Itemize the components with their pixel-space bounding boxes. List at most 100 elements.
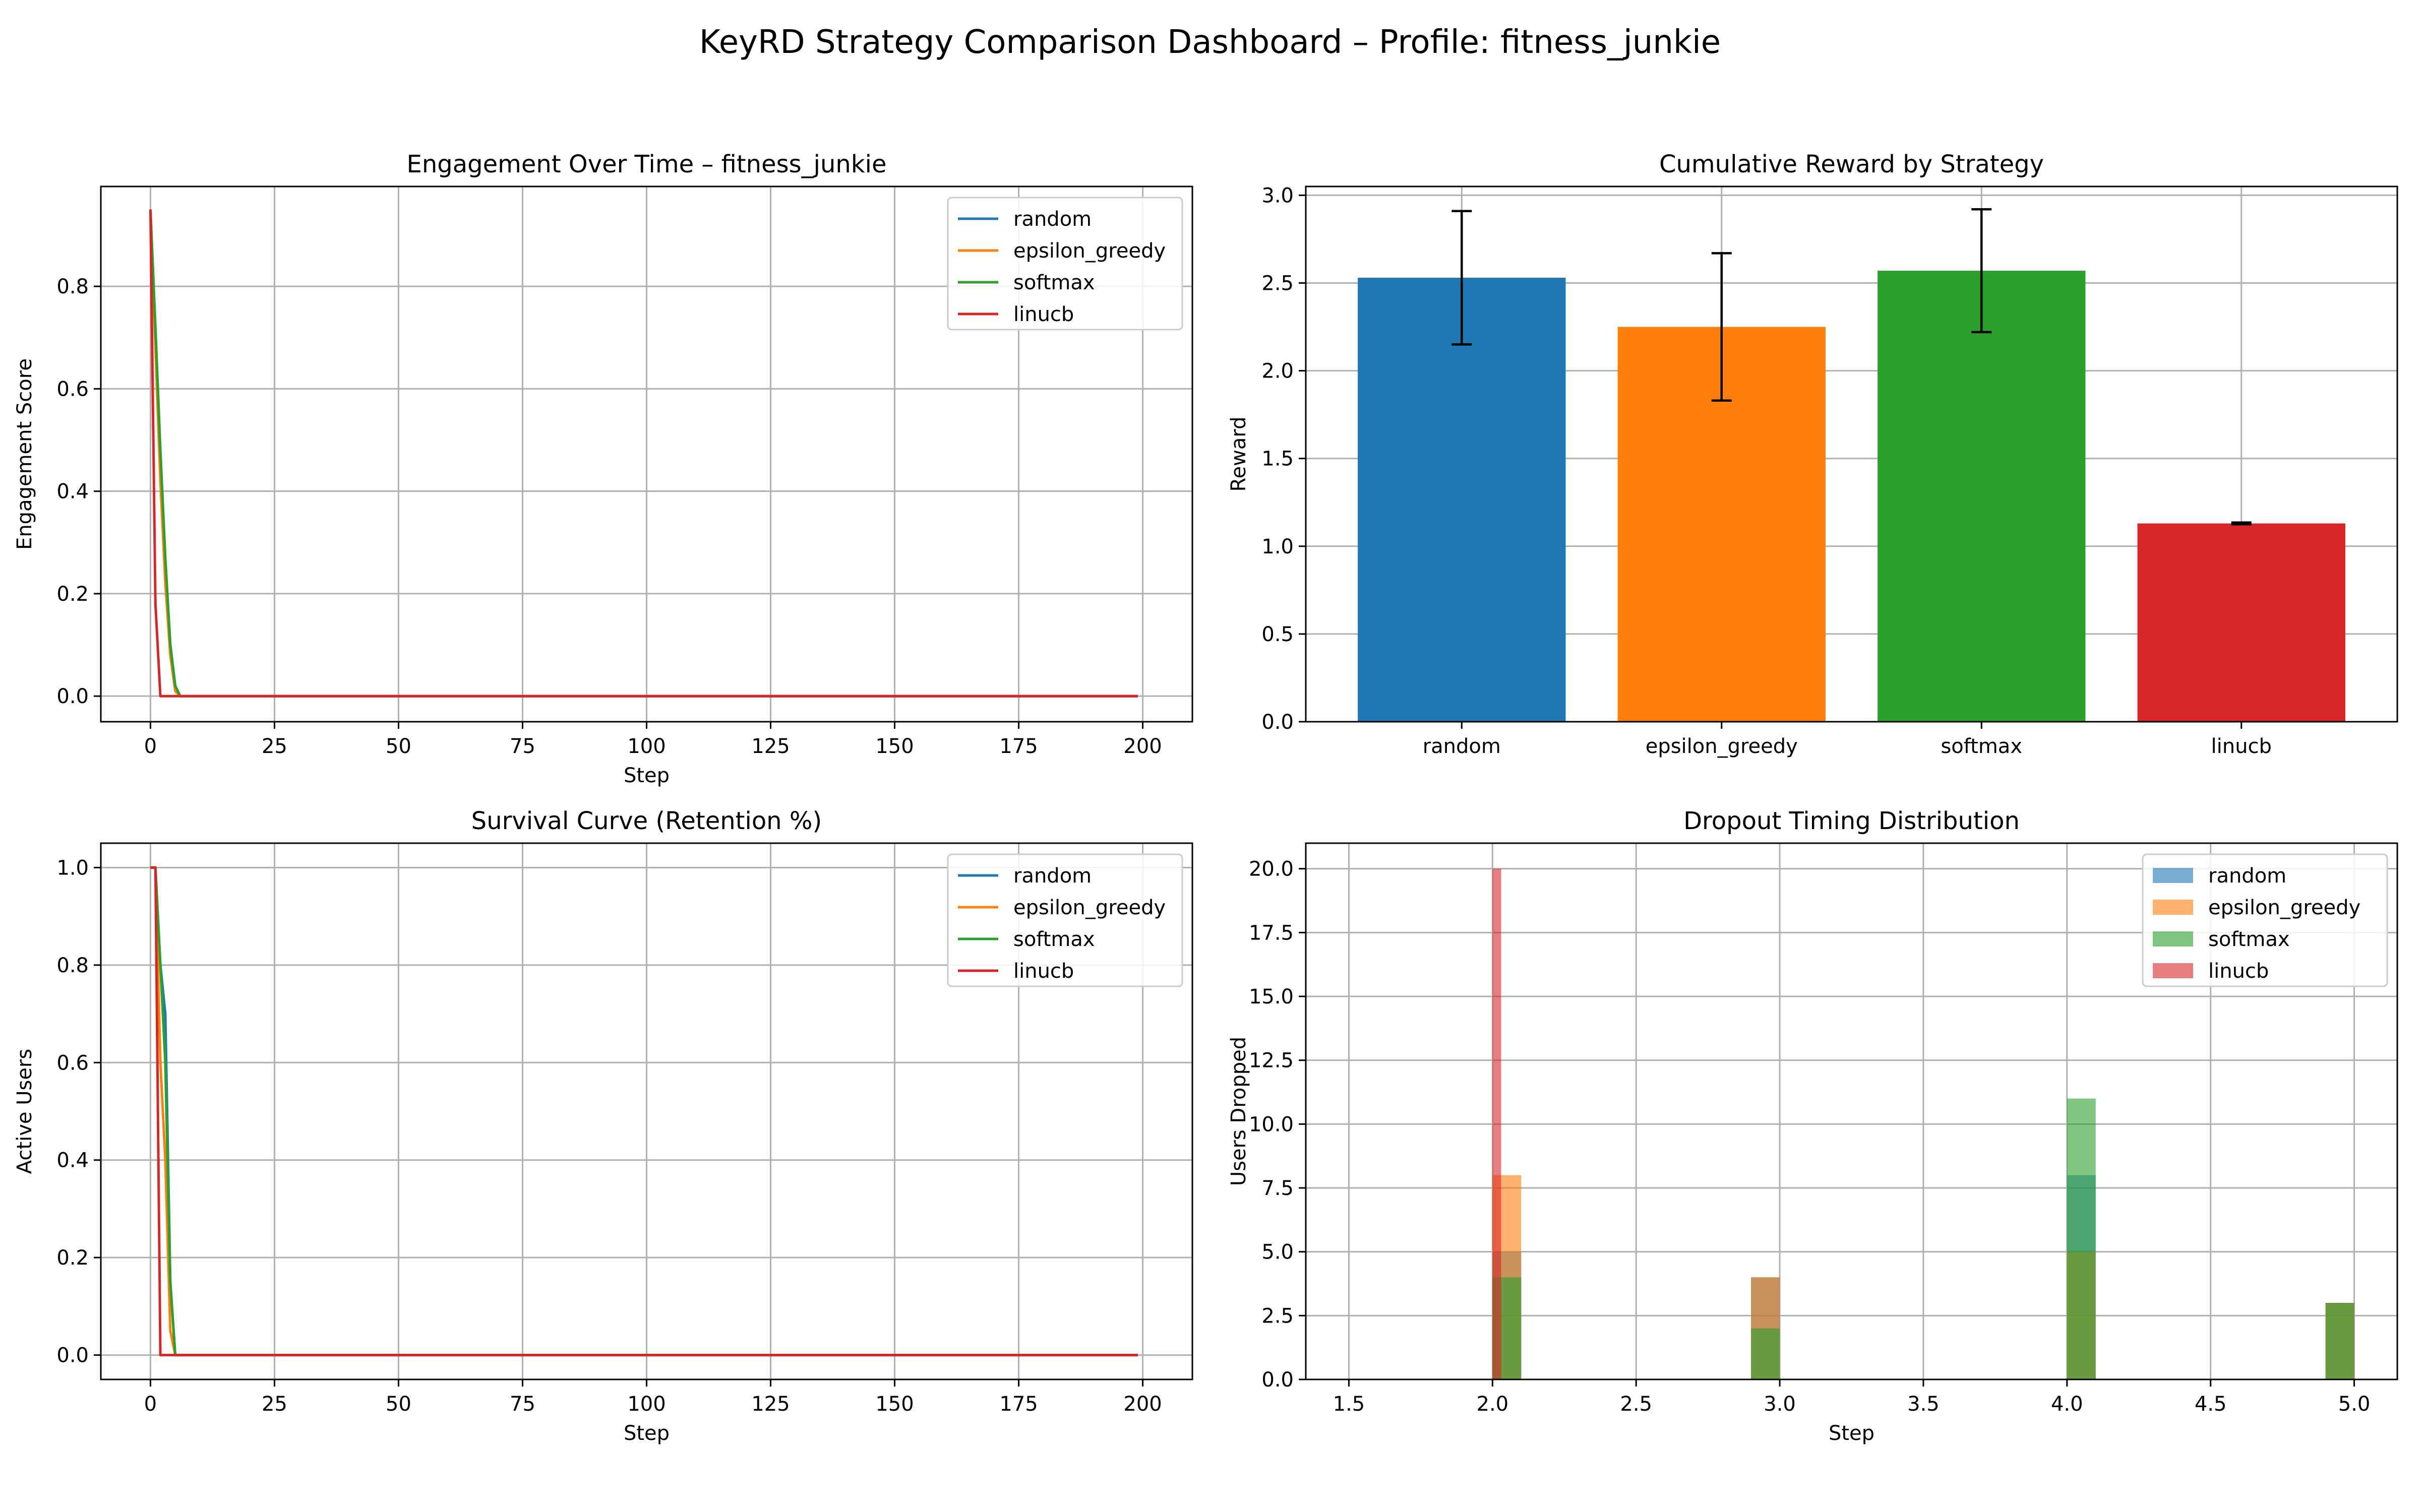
y-axis-label: Reward xyxy=(1227,417,1250,492)
x-tick-label: 125 xyxy=(751,1393,790,1416)
y-tick-label: 0.0 xyxy=(56,1344,89,1367)
bar-softmax xyxy=(1878,271,2086,722)
reward-panel: random epsilon_greedy softmax linucb 0.0 0.5 1… xyxy=(1227,150,2398,758)
series-line-linucb xyxy=(149,209,1138,698)
legend-swatch-linucb xyxy=(2153,963,2193,978)
plot-area xyxy=(150,866,1138,1357)
x-tick-label: 1.5 xyxy=(1333,1393,1365,1416)
panel-title: Engagement Over Time – fitness_junkie xyxy=(407,150,887,178)
legend-label-random: random xyxy=(2208,864,2286,888)
x-tick-label: 3.5 xyxy=(1907,1393,1940,1416)
plot-area xyxy=(149,209,1138,698)
x-axis-label: Step xyxy=(624,764,670,787)
y-tick-label: 0.6 xyxy=(56,377,89,401)
y-tick-label: 1.0 xyxy=(1261,535,1294,558)
x-tick-label: 200 xyxy=(1123,735,1162,758)
hist-bar-softmax xyxy=(2067,1098,2096,1379)
x-tick-label: linucb xyxy=(2211,735,2272,758)
legend-label-epsilon_greedy: epsilon_greedy xyxy=(2208,896,2361,919)
legend-frame xyxy=(947,853,1183,987)
y-tick-label: 2.5 xyxy=(1261,1304,1294,1328)
y-tick-label: 10.0 xyxy=(1249,1113,1294,1136)
legend-label-linucb: linucb xyxy=(2208,960,2269,983)
panel-title: Dropout Timing Distribution xyxy=(1683,807,2020,835)
x-tick-label: 150 xyxy=(875,1393,914,1416)
y-tick-label: 7.5 xyxy=(1261,1177,1294,1200)
x-axis-label: Step xyxy=(1829,1422,1874,1445)
y-tick-label: 17.5 xyxy=(1249,921,1294,944)
y-axis-label: Active Users xyxy=(13,1049,36,1174)
y-tick-label: 12.5 xyxy=(1249,1049,1294,1073)
plot-area xyxy=(1358,208,2345,722)
x-tick-label: 100 xyxy=(627,735,666,758)
y-tick-label: 0.8 xyxy=(56,275,89,298)
series-line-linucb xyxy=(150,866,1138,1357)
axes-frame xyxy=(1305,185,2398,723)
x-tick-label: 75 xyxy=(510,735,535,758)
y-tick-label: 0.6 xyxy=(56,1051,89,1075)
x-tick-label: 3.0 xyxy=(1764,1393,1796,1416)
bar-linucb xyxy=(2137,523,2345,722)
bar-random xyxy=(1358,278,1566,722)
legend-label-random: random xyxy=(1013,208,1092,231)
x-tick-label: 200 xyxy=(1123,1393,1162,1416)
axes-frame xyxy=(1305,842,2398,1380)
x-tick-label: 50 xyxy=(386,1393,411,1416)
y-tick-label: 0.4 xyxy=(56,1149,89,1172)
y-tick-label: 1.0 xyxy=(56,856,89,879)
y-tick-label: 0.4 xyxy=(56,480,89,503)
x-tick-label: 0 xyxy=(144,735,157,758)
y-tick-label: 0.0 xyxy=(1261,1368,1294,1392)
figure-title: KeyRD Strategy Comparison Dashboard – Pr… xyxy=(699,24,1721,61)
legend-label-epsilon_greedy: epsilon_greedy xyxy=(1013,239,1166,263)
legend-label-random: random xyxy=(1013,864,1092,888)
plot-area xyxy=(1492,868,2354,1379)
error-bar-epsilon_greedy xyxy=(1711,252,1732,402)
y-tick-label: 0.5 xyxy=(1261,623,1294,646)
legend-label-linucb: linucb xyxy=(1013,960,1074,983)
y-tick-label: 0.0 xyxy=(56,685,89,708)
y-tick-label: 15.0 xyxy=(1249,985,1294,1009)
legend-label-softmax: softmax xyxy=(2208,928,2290,951)
y-axis-label: Engagement Score xyxy=(13,358,36,550)
x-tick-label: 2.5 xyxy=(1620,1393,1652,1416)
legend-label-softmax: softmax xyxy=(1013,271,1095,294)
legend-frame xyxy=(2142,853,2388,987)
x-tick-label: softmax xyxy=(1941,735,2022,758)
x-tick-label: 25 xyxy=(262,735,287,758)
x-tick-label: 175 xyxy=(999,1393,1038,1416)
x-tick-label: 75 xyxy=(510,1393,535,1416)
y-axis-label: Users Dropped xyxy=(1227,1037,1250,1186)
x-tick-label: 25 xyxy=(262,1393,287,1416)
legend-frame xyxy=(947,197,1183,331)
y-tick-label: 0.8 xyxy=(56,954,89,977)
y-tick-label: 1.5 xyxy=(1261,448,1294,471)
legend-swatch-epsilon_greedy xyxy=(2153,900,2193,915)
legend-label-linucb: linucb xyxy=(1013,303,1074,326)
y-tick-label: 0.2 xyxy=(56,1246,89,1270)
y-tick-label: 2.5 xyxy=(1261,272,1294,295)
legend-swatch-softmax xyxy=(2153,931,2193,947)
x-tick-label: 2.0 xyxy=(1477,1393,1509,1416)
x-axis-label: Step xyxy=(624,1422,670,1445)
x-tick-label: 4.5 xyxy=(2195,1393,2227,1416)
legend-label-softmax: softmax xyxy=(1013,928,1095,951)
y-tick-label: 2.0 xyxy=(1261,360,1294,383)
y-tick-label: 0.0 xyxy=(1261,711,1294,734)
x-tick-label: 50 xyxy=(386,735,411,758)
x-tick-label: 150 xyxy=(875,735,914,758)
y-tick-label: 5.0 xyxy=(1261,1241,1294,1264)
panel-title: Cumulative Reward by Strategy xyxy=(1659,150,2044,178)
series-line-softmax xyxy=(149,209,1138,698)
dropout-panel: 1.5 2.0 2.5 3.0 3.5 4.0 4.5 5.0 0.0 2.5 5.0 7.5 10.0… xyxy=(1227,807,2398,1445)
error-bar-softmax xyxy=(1971,208,1992,334)
legend-swatch-random xyxy=(2153,868,2193,883)
x-tick-label: 100 xyxy=(627,1393,666,1416)
survival-panel: 0 25 50 75 100 125 150 175 200 0.0 0.2 0.4 0.6 0.8 1.0… xyxy=(13,807,1193,1445)
error-bar-linucb xyxy=(2231,521,2252,526)
hist-bar-linucb xyxy=(1492,868,1501,1379)
error-bar-random xyxy=(1451,210,1472,346)
